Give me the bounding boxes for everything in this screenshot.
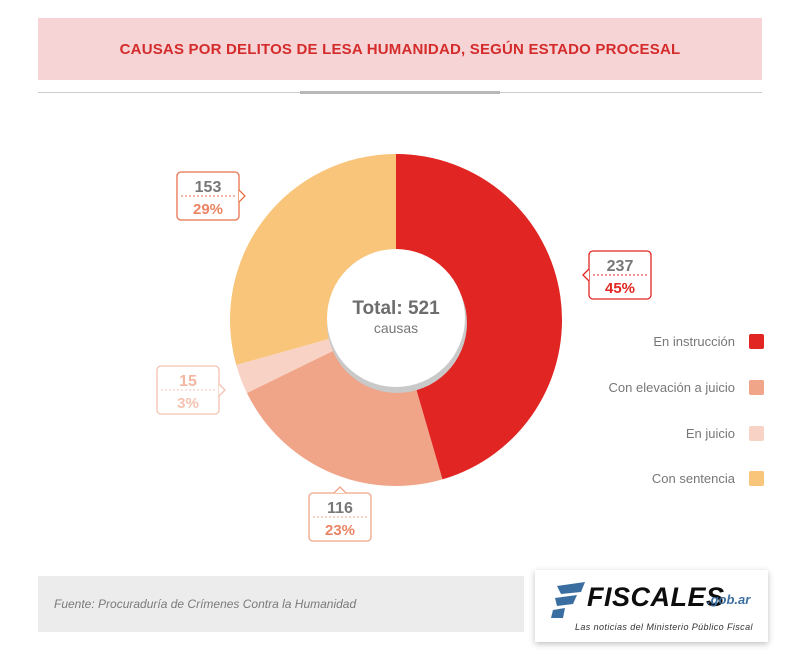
source-footer: Fuente: Procuraduría de Crímenes Contra … <box>38 576 524 632</box>
center-badge-disc <box>327 249 465 387</box>
pie-slice-en-instruccion <box>396 154 562 480</box>
logo-wordmark: FISCALES <box>587 582 725 612</box>
callout-value: 116 <box>327 500 353 517</box>
legend-swatch <box>749 425 764 441</box>
callout-value: 15 <box>179 373 197 390</box>
title-banner: CAUSAS POR DELITOS DE LESA HUMANIDAD, SE… <box>38 18 762 80</box>
legend-item-con-sentencia: Con sentencia <box>652 469 764 487</box>
callout-percent: 3% <box>177 395 199 412</box>
logo-domain: .gob.ar <box>707 592 751 607</box>
legend-swatch <box>749 470 764 486</box>
fiscales-f-icon <box>551 582 585 618</box>
legend-item-en-juicio: En juicio <box>686 424 764 442</box>
center-badge: Total: 521 causas <box>327 249 467 393</box>
logo-tagline: Las noticias del Ministerio Público Fisc… <box>575 622 753 632</box>
callout-en-juicio: 153% <box>156 365 226 415</box>
callout-value: 237 <box>607 258 634 275</box>
center-unit-label: causas <box>374 320 418 336</box>
legend-swatch <box>749 333 764 349</box>
fiscales-logo: FISCALES .gob.ar Las noticias del Minist… <box>535 570 768 642</box>
callout-pointer <box>582 268 590 282</box>
callout-pointer <box>333 486 347 494</box>
chart-title: CAUSAS POR DELITOS DE LESA HUMANIDAD, SE… <box>119 40 681 58</box>
legend-label: Con sentencia <box>651 470 735 486</box>
callout-percent: 29% <box>193 201 223 218</box>
source-text: Fuente: Procuraduría de Crímenes Contra … <box>54 597 357 611</box>
slices-layer <box>230 153 562 486</box>
legend-item-con-elevacion: Con elevación a juicio <box>609 378 764 396</box>
legend-label: Con elevación a juicio <box>608 379 735 395</box>
callout-pointer <box>218 383 226 397</box>
legend-label: En juicio <box>685 425 735 441</box>
legend-swatch <box>749 379 764 395</box>
callout-value: 153 <box>195 179 222 196</box>
center-total-label: Total: 521 <box>352 298 440 319</box>
callout-pointer <box>238 189 246 203</box>
legend-item-en-instruccion: En instrucción <box>653 332 764 350</box>
title-divider-accent <box>300 91 500 94</box>
callout-percent: 23% <box>325 522 355 539</box>
callout-percent: 45% <box>605 280 635 297</box>
legend-label: En instrucción <box>653 333 735 349</box>
